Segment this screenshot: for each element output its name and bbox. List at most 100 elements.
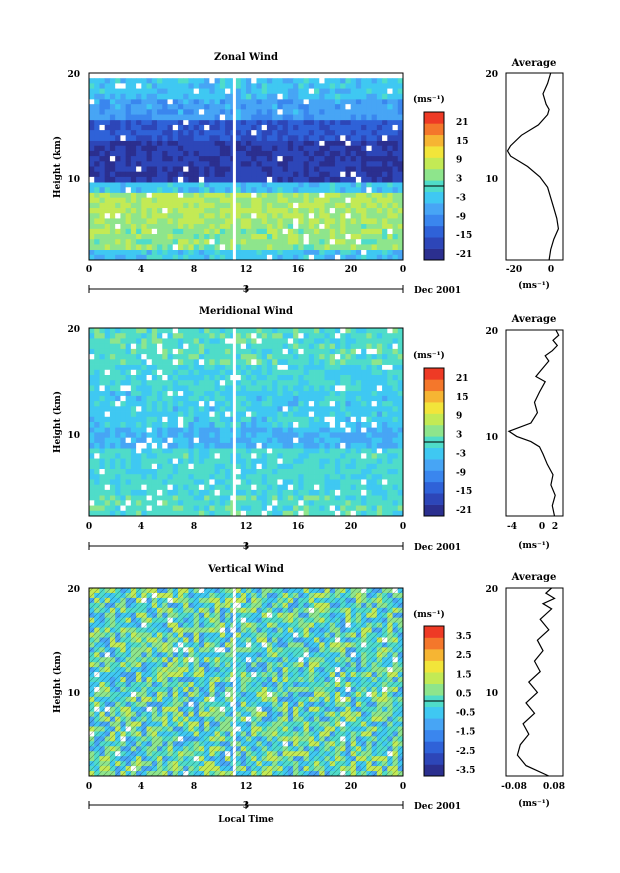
heatmap-cell: [151, 510, 158, 517]
heatmap-cell: [115, 380, 121, 386]
heatmap-cell: [376, 328, 383, 334]
heatmap-cell: [240, 239, 247, 245]
heatmap-cell: [256, 192, 263, 199]
heatmap-cell: [324, 500, 331, 506]
heatmap-cell: [225, 78, 231, 84]
heatmap-cell: [136, 166, 142, 173]
heatmap-cell: [303, 124, 310, 131]
heatmap-cell: [361, 364, 367, 371]
heatmap-cell: [94, 78, 100, 84]
heatmap-cell: [146, 458, 153, 465]
heatmap-cell: [188, 469, 195, 475]
heatmap-cell: [314, 176, 320, 183]
heatmap-cell: [104, 145, 111, 152]
heatmap-cell: [120, 88, 127, 95]
heatmap-cell: [319, 354, 325, 360]
heatmap-cell: [340, 427, 346, 433]
heatmap-cell: [141, 489, 147, 496]
heatmap-cell: [177, 234, 184, 240]
heatmap-cell: [340, 156, 346, 162]
heatmap-cell: [392, 161, 399, 167]
heatmap-cell: [204, 234, 210, 240]
heatmap-cell: [136, 359, 142, 365]
heatmap-cell: [366, 411, 372, 418]
heatmap-cell: [94, 135, 100, 141]
heatmap-cell: [266, 479, 273, 486]
heatmap-cell: [167, 202, 174, 209]
heatmap-cell: [282, 411, 289, 418]
heatmap-cell: [256, 218, 263, 225]
heatmap-cell: [387, 244, 393, 251]
heatmap-cell: [130, 380, 137, 386]
heatmap-cell: [355, 333, 362, 339]
heatmap-cell: [109, 93, 116, 100]
heatmap-cell: [246, 197, 252, 204]
heatmap-cell: [167, 369, 174, 376]
heatmap-cell: [109, 161, 116, 167]
heatmap-cell: [151, 474, 158, 480]
date-tick-label: 3: [243, 542, 249, 552]
heatmap-cell: [172, 474, 179, 480]
heatmap-cell: [240, 156, 247, 162]
heatmap-cell: [246, 442, 252, 449]
heatmap-cell: [146, 437, 153, 444]
colorbar-swatch: [424, 402, 444, 414]
heatmap-cell: [225, 437, 231, 444]
heatmap-cell: [104, 192, 111, 199]
heatmap-cell: [392, 432, 399, 439]
heatmap-cell: [392, 98, 399, 105]
heatmap-cell: [157, 98, 163, 105]
heatmap-cell: [188, 343, 195, 350]
heatmap-cell: [204, 375, 210, 381]
heatmap-cell: [329, 114, 336, 121]
heatmap-cell: [261, 192, 268, 199]
heatmap-cell: [235, 213, 242, 219]
heatmap-cell: [209, 463, 215, 470]
heatmap-cell: [94, 166, 100, 173]
heatmap-cell: [397, 254, 404, 261]
heatmap-cell: [272, 380, 278, 386]
heatmap-cell: [350, 249, 357, 256]
heatmap-cell: [193, 135, 200, 141]
heatmap-cell: [104, 182, 111, 188]
heatmap-cell: [94, 88, 100, 95]
heatmap-cell: [172, 505, 179, 512]
heatmap-cell: [261, 104, 268, 110]
heatmap-cell: [382, 489, 388, 496]
heatmap-cell: [361, 83, 367, 89]
heatmap-cell: [319, 213, 325, 219]
heatmap-cell: [298, 218, 304, 225]
heatmap-cell: [177, 500, 184, 506]
heatmap-cell: [272, 500, 278, 506]
heatmap-cell: [167, 359, 174, 365]
heatmap-cell: [235, 140, 242, 147]
heatmap-cell: [303, 359, 310, 365]
heatmap-cell: [235, 150, 242, 157]
heatmap-cell: [329, 395, 336, 402]
heatmap-cell: [392, 463, 399, 470]
heatmap-cell: [376, 427, 383, 433]
heatmap-cell: [246, 145, 252, 152]
heatmap-cell: [261, 401, 268, 407]
heatmap-cell: [99, 140, 106, 147]
heatmap-cell: [261, 156, 268, 162]
heatmap-cell: [334, 197, 341, 204]
heatmap-cell: [246, 510, 252, 517]
heatmap-cell: [324, 130, 331, 136]
heatmap-cell: [272, 411, 278, 418]
heatmap-cell: [225, 130, 231, 136]
colorbar-swatch: [424, 134, 444, 147]
heatmap-cell: [188, 171, 195, 178]
heatmap-cell: [120, 78, 127, 84]
heatmap-cell: [204, 458, 210, 465]
heatmap-cell: [355, 500, 362, 506]
heatmap-cell: [136, 500, 142, 506]
heatmap-cell: [214, 254, 221, 261]
heatmap-cell: [314, 156, 320, 162]
data-gap: [232, 328, 236, 516]
heatmap-cell: [115, 458, 121, 465]
heatmap-cell: [319, 176, 325, 183]
heatmap-cell: [204, 380, 210, 386]
heatmap-cell: [89, 385, 95, 392]
heatmap-cell: [350, 500, 357, 506]
